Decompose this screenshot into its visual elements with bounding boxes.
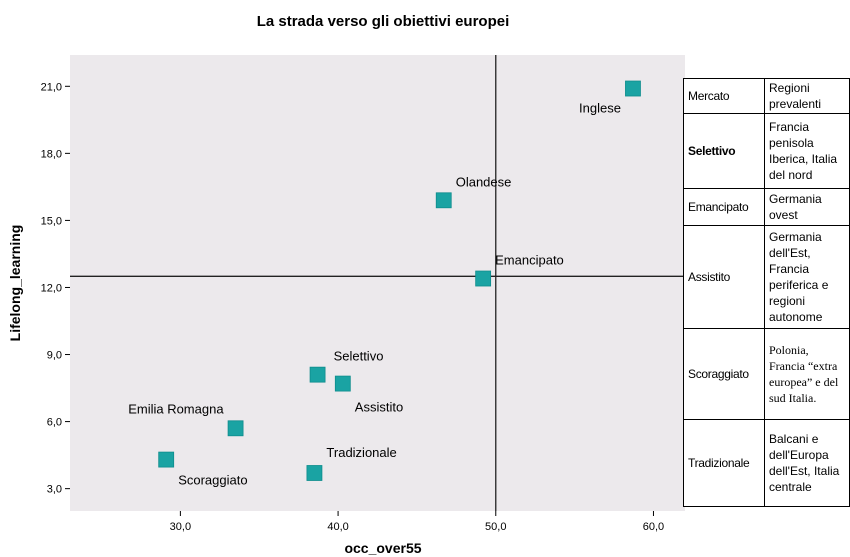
x-tick-label: 40,0 bbox=[327, 521, 348, 533]
data-point-marker bbox=[475, 270, 492, 287]
legend-row-value: Polonia, Francia “extra europea” e del s… bbox=[764, 328, 850, 420]
legend-row: Emancipato Germania ovest bbox=[683, 188, 850, 226]
legend-table: Mercato Regioni prevalenti Selettivo Fra… bbox=[683, 78, 850, 507]
y-tick-label: 18,0 bbox=[41, 148, 62, 160]
legend-row-key: Assistito bbox=[683, 225, 765, 329]
data-point-label: Tradizionale bbox=[326, 445, 396, 460]
y-axis: 3,0 6,0 9,0 12,0 15,0 18,0 21,0 bbox=[41, 81, 70, 496]
data-point-label: Assistito bbox=[355, 400, 403, 415]
plot-area bbox=[70, 55, 685, 511]
data-point-label: Emancipato bbox=[495, 253, 564, 268]
y-tick-label: 15,0 bbox=[41, 215, 62, 227]
data-point-label: Emilia Romagna bbox=[128, 401, 224, 416]
data-point-label: Olandese bbox=[456, 174, 512, 189]
x-tick-label: 60,0 bbox=[643, 521, 664, 533]
data-point-marker bbox=[435, 192, 452, 209]
y-tick-label: 21,0 bbox=[41, 81, 62, 93]
data-point-marker bbox=[334, 375, 351, 392]
legend-row: Scoraggiato Polonia, Francia “extra euro… bbox=[683, 328, 850, 420]
data-point-marker bbox=[625, 80, 641, 97]
legend-row: Selettivo Francia penisola Iberica, Ital… bbox=[683, 113, 850, 189]
legend-row-value: Balcani e dell'Europa dell'Est, Italia c… bbox=[764, 419, 850, 507]
legend-row-key: Selettivo bbox=[683, 113, 765, 189]
data-point-label: Inglese bbox=[579, 101, 621, 116]
x-tick-label: 30,0 bbox=[170, 521, 191, 533]
x-axis: 30,0 40,0 50,0 60,0 bbox=[170, 511, 664, 533]
y-tick-label: 3,0 bbox=[47, 484, 62, 496]
legend-row: Tradizionale Balcani e dell'Europa dell'… bbox=[683, 419, 850, 507]
x-tick-label: 50,0 bbox=[485, 521, 506, 533]
legend-row-key: Scoraggiato bbox=[683, 328, 765, 420]
y-tick-label: 6,0 bbox=[47, 417, 62, 429]
y-tick-label: 9,0 bbox=[47, 350, 62, 362]
data-points: Inglese Olandese Emancipato Selettivo Assist… bbox=[128, 80, 641, 488]
y-tick-label: 12,0 bbox=[41, 282, 62, 294]
data-point-marker bbox=[158, 451, 175, 468]
legend-row-value: Francia penisola Iberica, Italia del nor… bbox=[764, 113, 850, 189]
legend-row-value: Germania dell'Est, Francia periferica e … bbox=[764, 225, 850, 329]
data-point-marker bbox=[309, 366, 326, 383]
legend-row-key: Tradizionale bbox=[683, 419, 765, 507]
legend-header-value: Regioni prevalenti bbox=[764, 78, 850, 114]
data-point-label: Scoraggiato bbox=[178, 473, 247, 488]
chart-title: La strada verso gli obiettivi europei bbox=[257, 13, 510, 30]
x-axis-title: occ_over55 bbox=[344, 540, 421, 556]
y-axis-title: Lifelong_learning bbox=[7, 225, 23, 342]
legend-row-value: Germania ovest bbox=[764, 188, 850, 226]
legend-header-row: Mercato Regioni prevalenti bbox=[683, 78, 850, 114]
data-point-marker bbox=[227, 420, 244, 437]
legend-row-key: Emancipato bbox=[683, 188, 765, 226]
data-point-label: Selettivo bbox=[334, 349, 384, 364]
legend-header-key: Mercato bbox=[683, 78, 765, 114]
data-point-marker bbox=[306, 465, 323, 481]
legend-row: Assistito Germania dell'Est, Francia per… bbox=[683, 225, 850, 329]
